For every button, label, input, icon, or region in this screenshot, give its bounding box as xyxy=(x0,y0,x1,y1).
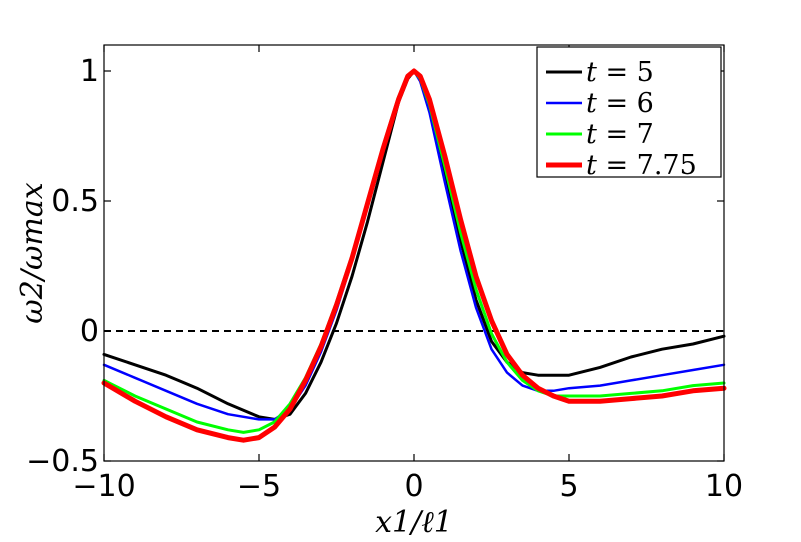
series-layer xyxy=(101,68,727,443)
y-tick-label: 0.5 xyxy=(51,184,99,219)
axis-label-layer: x1/ℓ1 ω2/ωmax xyxy=(15,182,453,540)
y-tick-label: 0 xyxy=(80,314,99,349)
x-tick-label: 0 xyxy=(404,469,423,504)
legend-label: t = 7 xyxy=(586,119,654,150)
legend-label: t = 6 xyxy=(586,88,654,119)
series-line-4 xyxy=(101,68,727,443)
y-axis-label: ω2/ωmax xyxy=(15,182,50,323)
x-tick-label: 10 xyxy=(705,469,743,504)
y-tick-label: −0.5 xyxy=(26,444,99,479)
legend-box xyxy=(536,46,722,178)
legend-label: t = 5 xyxy=(586,57,654,88)
tick-layer: −10 −5 0 5 10 −0.5 0 0.5 1 xyxy=(26,45,743,504)
y-tick-label: 1 xyxy=(80,54,99,89)
x-tick-label: −10 xyxy=(72,469,135,504)
legend: t = 5t = 6t = 7t = 7.75 xyxy=(536,46,722,181)
x-axis-label: x1/ℓ1 xyxy=(375,505,453,540)
x-tick-label: −5 xyxy=(237,469,281,504)
x-tick-label: 5 xyxy=(559,469,578,504)
legend-label: t = 7.75 xyxy=(586,150,697,181)
